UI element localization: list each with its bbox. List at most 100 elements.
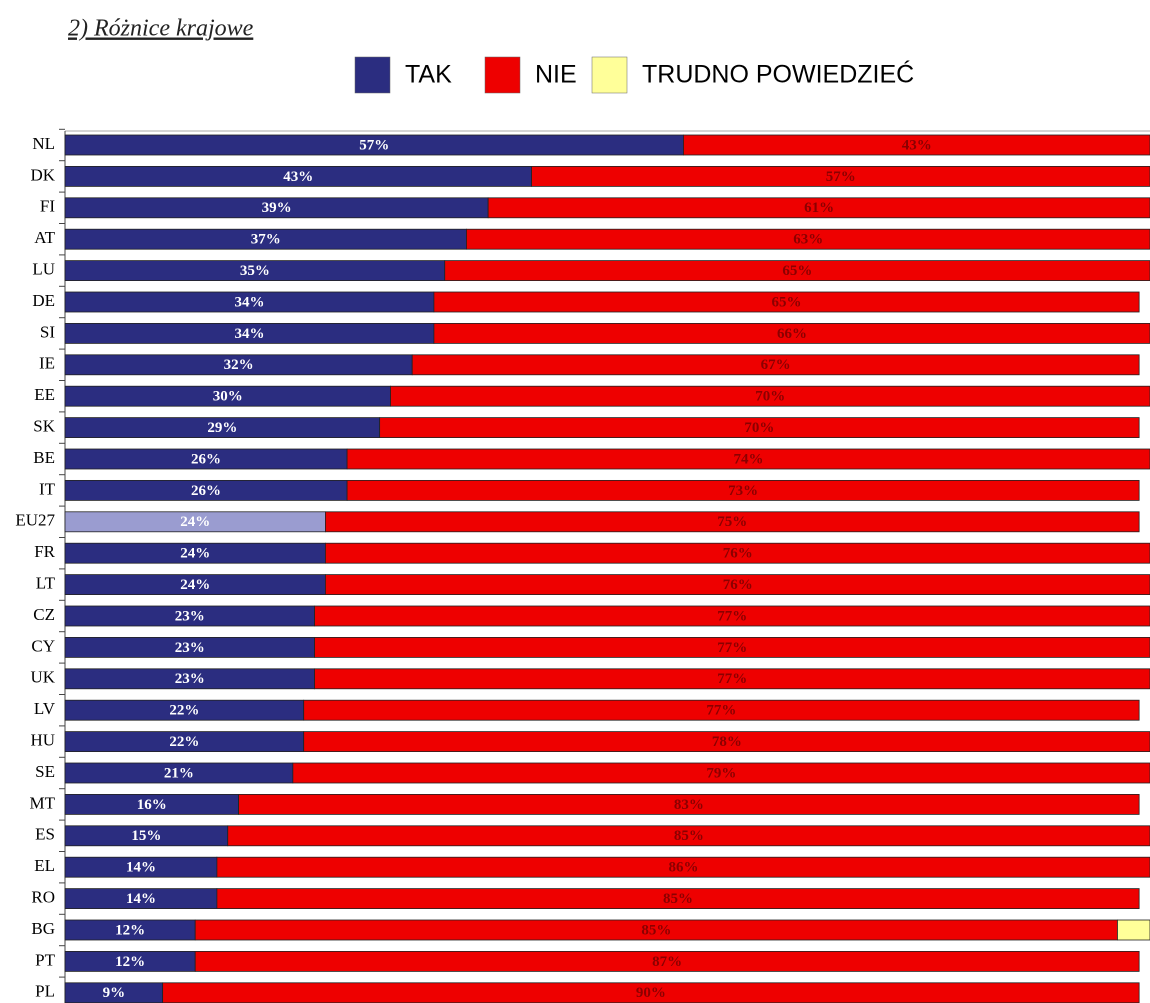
bar-segment (444, 260, 1150, 282)
value-label: 15% (131, 828, 161, 844)
y-tick-label: EL (34, 856, 55, 875)
y-tick-label: RO (31, 888, 55, 907)
bar-segment (683, 134, 1150, 156)
value-label: 66% (777, 326, 807, 342)
value-label: 23% (175, 640, 205, 656)
bar-segment (324, 511, 1140, 533)
y-tick-label: BE (33, 448, 55, 467)
value-label: 77% (717, 671, 747, 687)
y-tick-label: BG (31, 919, 55, 938)
value-label: 32% (224, 357, 254, 373)
y-tick-label: IT (39, 479, 56, 498)
legend-swatch (484, 56, 521, 94)
value-label: 39% (262, 200, 292, 216)
y-tick-label: FI (40, 197, 55, 216)
value-label: 35% (240, 263, 270, 279)
bar-segment (314, 637, 1150, 658)
bar-segment (227, 825, 1150, 847)
legend-label: TAK (405, 61, 452, 89)
bar-segment (216, 888, 1140, 909)
value-label: 23% (175, 671, 205, 687)
legend-swatch (354, 56, 391, 94)
chart-title: 2) Różnice krajowe (68, 16, 254, 42)
y-tick-label: LT (36, 574, 56, 593)
y-tick-label: PL (35, 982, 55, 1001)
value-label: 34% (234, 326, 264, 342)
value-label: 83% (674, 797, 704, 813)
value-label: 22% (169, 734, 199, 750)
value-label: 29% (207, 420, 237, 436)
value-label: 77% (717, 608, 747, 624)
value-label: 23% (175, 608, 205, 624)
value-label: 74% (734, 451, 764, 467)
value-label: 78% (712, 734, 742, 750)
value-label: 76% (723, 577, 753, 593)
value-label: 24% (180, 577, 210, 593)
value-label: 85% (663, 891, 693, 907)
value-label: 73% (728, 483, 758, 499)
bar-segment (238, 794, 1140, 815)
value-label: 76% (723, 546, 753, 562)
y-tick-label: ES (35, 825, 55, 844)
y-tick-label: FR (34, 542, 55, 561)
value-label: 57% (826, 169, 856, 185)
bar-segment (303, 699, 1140, 721)
value-label: 14% (126, 860, 156, 876)
value-label: 26% (191, 483, 221, 499)
bar-segment (390, 385, 1150, 407)
y-tick-label: CZ (33, 605, 55, 624)
value-label: 57% (359, 137, 389, 153)
y-tick-label: UK (30, 668, 55, 687)
value-label: 86% (668, 860, 698, 876)
value-label: 30% (213, 389, 243, 405)
bar-segment (411, 354, 1140, 376)
legend-label: NIE (535, 61, 577, 89)
value-label: 43% (283, 169, 313, 185)
value-label: 16% (137, 797, 167, 813)
value-label: 14% (126, 891, 156, 907)
y-tick-label: EE (34, 385, 55, 404)
y-tick-label: LV (34, 699, 56, 718)
bar-segment (531, 165, 1150, 187)
bar-segment (303, 731, 1150, 752)
bar-segment (314, 605, 1150, 627)
bar-segment (346, 479, 1140, 501)
value-label: 85% (674, 828, 704, 844)
value-label: 65% (772, 294, 802, 310)
y-tick-label: SE (35, 762, 55, 781)
value-label: 61% (804, 200, 834, 216)
value-label: 22% (169, 703, 199, 719)
value-label: 90% (636, 985, 666, 1001)
value-label: 24% (180, 514, 210, 530)
value-label: 75% (717, 514, 747, 530)
y-tick-label: MT (30, 793, 56, 812)
bar-segment (194, 951, 1140, 972)
value-label: 34% (234, 294, 264, 310)
y-tick-label: PT (35, 950, 55, 969)
bar-segment (346, 448, 1150, 470)
value-label: 67% (761, 357, 791, 373)
bar-segment (466, 228, 1150, 250)
y-tick-label: EU27 (15, 511, 55, 530)
value-label: 26% (191, 451, 221, 467)
bar-segment (292, 762, 1150, 784)
y-tick-label: HU (30, 731, 55, 750)
y-tick-label: NL (32, 134, 55, 153)
value-label: 65% (782, 263, 812, 279)
value-label: 63% (793, 232, 823, 248)
y-tick-label: LU (32, 260, 55, 279)
value-label: 43% (902, 137, 932, 153)
value-label: 77% (717, 640, 747, 656)
value-label: 85% (641, 922, 671, 938)
value-label: 37% (251, 232, 281, 248)
value-label: 12% (115, 954, 145, 970)
y-tick-label: AT (34, 228, 55, 247)
legend-swatch (591, 56, 628, 94)
bar-segment (379, 417, 1140, 439)
bar-segment (1117, 919, 1150, 941)
value-label: 24% (180, 546, 210, 562)
value-label: 70% (744, 420, 774, 436)
value-label: 79% (706, 765, 736, 781)
y-tick-label: IE (39, 354, 55, 373)
